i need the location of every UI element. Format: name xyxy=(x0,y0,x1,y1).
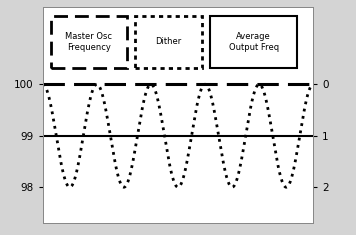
Text: Dither: Dither xyxy=(156,37,182,46)
FancyBboxPatch shape xyxy=(51,16,127,68)
Text: Average
Output Freq: Average Output Freq xyxy=(229,31,279,52)
Text: Master Osc
Frequency: Master Osc Frequency xyxy=(65,31,112,52)
FancyBboxPatch shape xyxy=(210,16,297,68)
FancyBboxPatch shape xyxy=(135,16,202,68)
